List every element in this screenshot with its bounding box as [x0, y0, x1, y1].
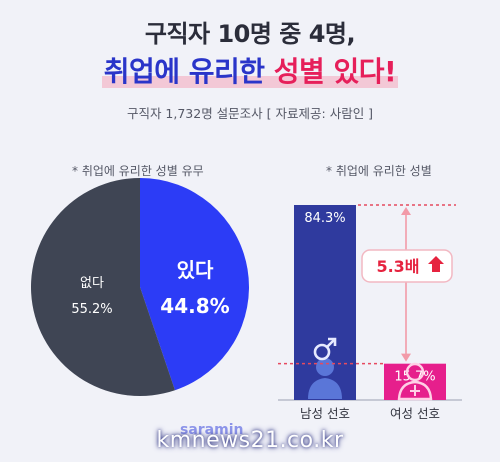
female-icon [397, 362, 433, 401]
ratio-annotation-text: 5.3배 [376, 257, 419, 276]
headline-highlight: 취업에 유리한 성별 있다! [101, 50, 399, 90]
headline-line1: 구직자 10명 중 4명, [144, 20, 356, 48]
bar-category-male: 남성 선호 [300, 406, 350, 421]
male-symbol-arrowhead [328, 337, 337, 346]
headline-line2-part-a: 취업에 유리한 [103, 55, 274, 88]
watermark-text: kmnews21.co.kr [156, 428, 344, 453]
pie-value-no: 55.2% [71, 302, 112, 317]
pie-label-no: 없다 [80, 276, 104, 291]
male-symbol-ring [313, 343, 331, 361]
bar-value-female: 15.7% [394, 370, 435, 385]
male-icon-head [316, 358, 334, 376]
pie-slice-no [30, 178, 175, 396]
bar-caption: * 취업에 유리한 성별 [326, 164, 432, 178]
ratio-arrow-down-head [401, 353, 411, 362]
bar-category-female: 여성 선호 [390, 406, 440, 421]
pie-label-yes: 있다 [177, 258, 214, 282]
ratio-up-arrow-icon [428, 256, 444, 272]
male-icon-body [308, 378, 342, 399]
ratio-arrow-up-head [401, 207, 411, 215]
brand-logo: saramin [180, 422, 244, 438]
ratio-annotation-box [361, 249, 453, 283]
female-icon-head [405, 362, 425, 382]
survey-source: 구직자 1,732명 설문조사 [ 자료제공: 사람인 ] [126, 106, 374, 121]
highlight-underline [101, 76, 399, 88]
headline-line2: 취업에 유리한 성별 있다! [0, 50, 500, 90]
pie-slice-yes [140, 178, 249, 391]
female-icon-body [397, 380, 433, 401]
bar-value-male: 84.3% [304, 211, 345, 226]
male-symbol-arrow [326, 339, 335, 348]
pie-value-yes: 44.8% [160, 294, 229, 318]
headline-line2-part-b: 성별 있다! [273, 55, 397, 88]
pie-caption: * 취업에 유리한 성별 유무 [72, 164, 204, 178]
male-icon [308, 337, 342, 399]
